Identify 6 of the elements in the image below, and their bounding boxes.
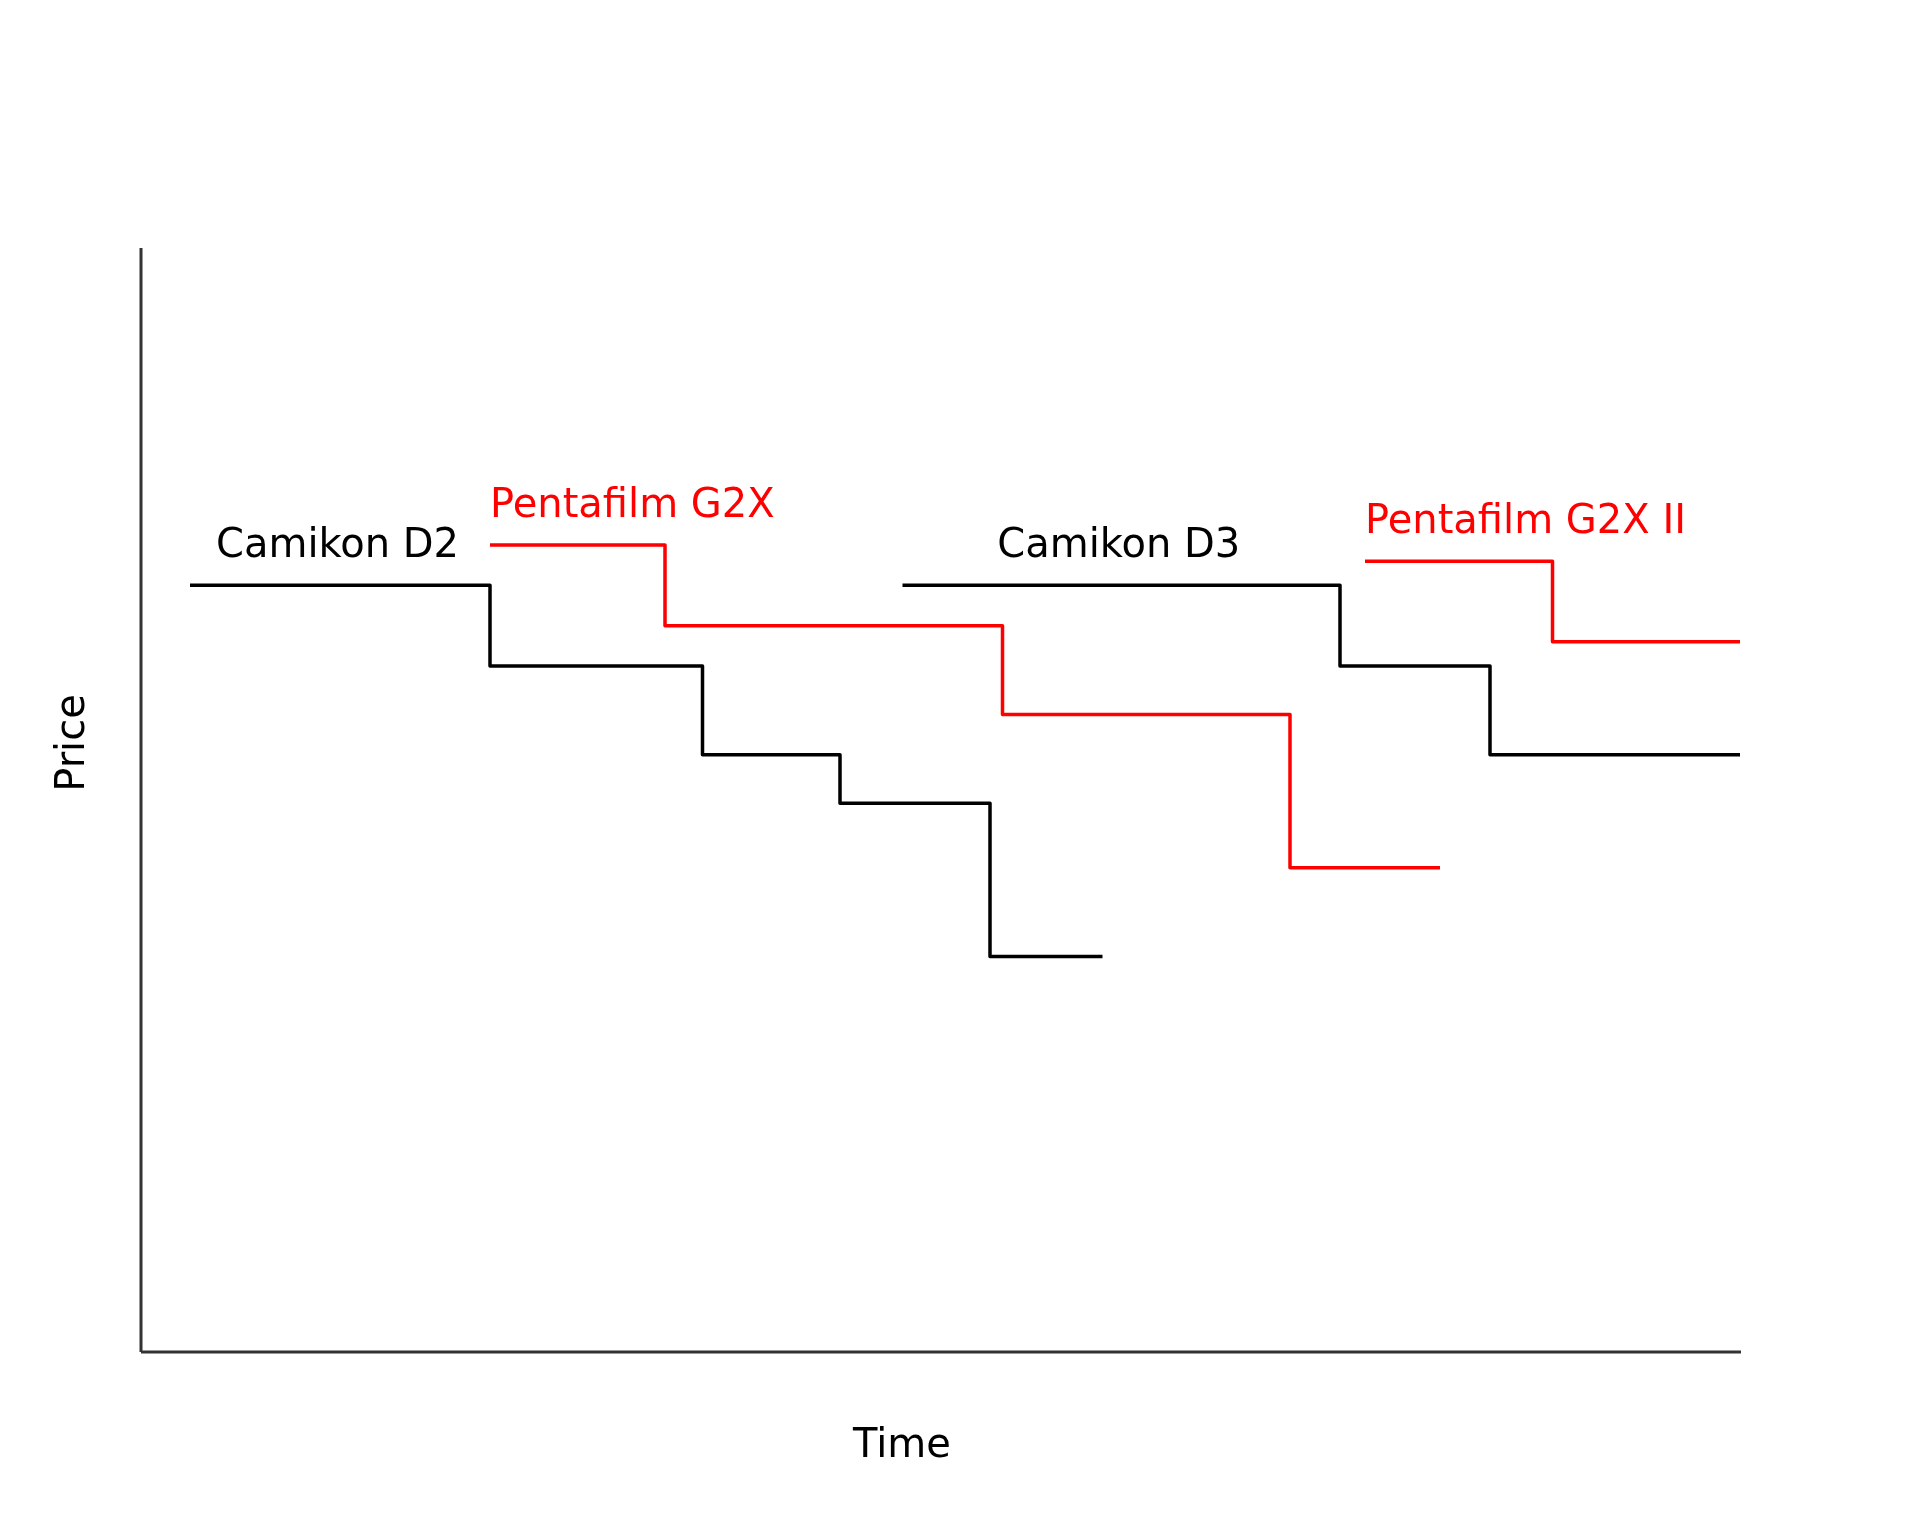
series-label: Camikon D3 bbox=[997, 520, 1241, 567]
series-label: Camikon D2 bbox=[216, 520, 460, 567]
series-label: Pentafilm G2X bbox=[490, 480, 775, 526]
series-label: Pentafilm G2X II bbox=[1365, 496, 1686, 543]
x-axis-title: Time bbox=[852, 1420, 951, 1466]
y-axis-title: Price bbox=[47, 694, 93, 792]
